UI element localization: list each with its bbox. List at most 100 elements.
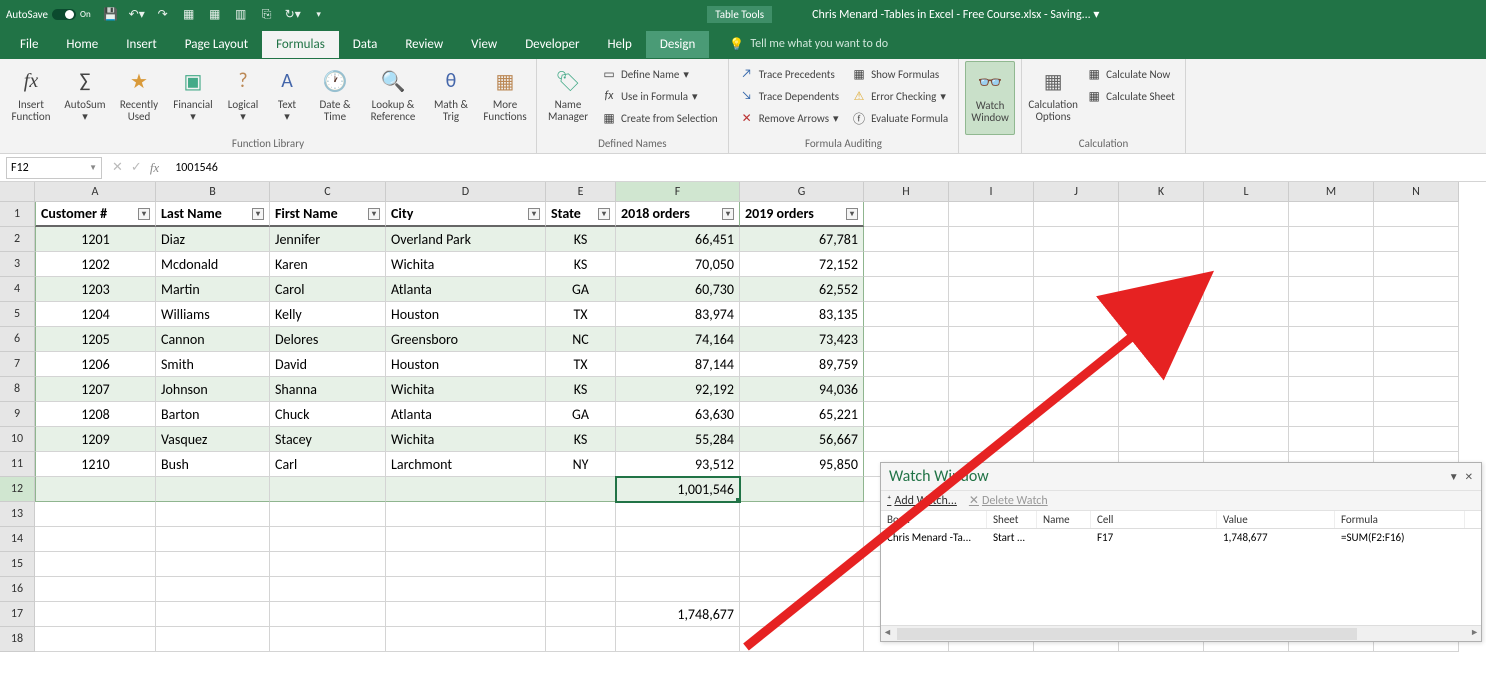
empty-cell[interactable]	[740, 627, 864, 652]
total-cell[interactable]	[386, 477, 546, 502]
tab-data[interactable]: Data	[339, 31, 392, 58]
empty-cell[interactable]	[949, 377, 1034, 402]
empty-cell[interactable]	[1034, 202, 1119, 227]
filter-dropdown-icon[interactable]: ▾	[252, 208, 264, 220]
table-cell[interactable]: Diaz	[156, 227, 270, 252]
empty-cell[interactable]	[1119, 252, 1204, 277]
col-header-D[interactable]: D	[386, 182, 546, 202]
row-header-5[interactable]: 5	[0, 302, 35, 327]
empty-cell[interactable]	[740, 527, 864, 552]
empty-cell[interactable]	[35, 552, 156, 577]
empty-cell[interactable]	[1119, 302, 1204, 327]
save-icon[interactable]: 💾	[103, 7, 119, 23]
table-cell[interactable]: KS	[546, 377, 616, 402]
table-cell[interactable]: Atlanta	[386, 402, 546, 427]
define-name-button[interactable]: ▭Define Name ▾	[597, 63, 722, 85]
empty-cell[interactable]	[1289, 202, 1374, 227]
table-cell[interactable]: 94,036	[740, 377, 864, 402]
empty-cell[interactable]	[864, 202, 949, 227]
row-header-11[interactable]: 11	[0, 452, 35, 477]
table-cell[interactable]: Chuck	[270, 402, 386, 427]
row-header-14[interactable]: 14	[0, 527, 35, 552]
empty-cell[interactable]	[864, 277, 949, 302]
table-cell[interactable]: 1208	[35, 402, 156, 427]
col-header-J[interactable]: J	[1034, 182, 1119, 202]
table-cell[interactable]: TX	[546, 352, 616, 377]
empty-cell[interactable]	[1374, 352, 1459, 377]
empty-cell[interactable]	[1289, 227, 1374, 252]
autosum-button[interactable]: ∑AutoSum▾	[60, 61, 110, 135]
tab-home[interactable]: Home	[52, 31, 112, 58]
empty-cell[interactable]	[546, 602, 616, 627]
table-cell[interactable]: Greensboro	[386, 327, 546, 352]
watch-window-button[interactable]: 👓Watch Window	[965, 61, 1015, 135]
watch-col-header[interactable]: Value	[1217, 511, 1335, 528]
empty-cell[interactable]	[949, 402, 1034, 427]
empty-cell[interactable]	[35, 502, 156, 527]
empty-cell[interactable]	[1204, 277, 1289, 302]
table-cell[interactable]: 92,192	[616, 377, 740, 402]
watch-window-panel[interactable]: Watch Window ▼✕ ⁺Add Watch... ✕Delete Wa…	[880, 462, 1482, 642]
empty-cell[interactable]	[386, 552, 546, 577]
empty-cell[interactable]	[1289, 402, 1374, 427]
table-cell[interactable]: 95,850	[740, 452, 864, 477]
empty-cell[interactable]	[1119, 202, 1204, 227]
empty-cell[interactable]	[949, 277, 1034, 302]
table-header[interactable]: 2019 orders▾	[740, 202, 864, 227]
empty-cell[interactable]	[546, 527, 616, 552]
row-header-1[interactable]: 1	[0, 202, 35, 227]
qat-icon[interactable]: ↻▾	[285, 7, 301, 23]
table-cell[interactable]: Wichita	[386, 252, 546, 277]
col-header-A[interactable]: A	[35, 182, 156, 202]
name-manager-button[interactable]: 🏷Name Manager	[543, 61, 593, 135]
autosave-toggle[interactable]: AutoSave On	[6, 8, 91, 21]
table-cell[interactable]: 1202	[35, 252, 156, 277]
empty-cell[interactable]	[1289, 352, 1374, 377]
table-cell[interactable]: 55,284	[616, 427, 740, 452]
table-cell[interactable]: 66,451	[616, 227, 740, 252]
table-cell[interactable]: 56,667	[740, 427, 864, 452]
empty-cell[interactable]	[1119, 277, 1204, 302]
empty-cell[interactable]	[1119, 427, 1204, 452]
watch-col-header[interactable]: Cell	[1091, 511, 1217, 528]
filter-dropdown-icon[interactable]: ▾	[598, 208, 610, 220]
table-cell[interactable]: 73,423	[740, 327, 864, 352]
row-header-4[interactable]: 4	[0, 277, 35, 302]
empty-cell[interactable]	[1374, 302, 1459, 327]
empty-cell[interactable]	[864, 377, 949, 402]
empty-cell[interactable]	[1034, 427, 1119, 452]
qat-icon[interactable]: ▥	[233, 7, 249, 23]
table-cell[interactable]: David	[270, 352, 386, 377]
table-header[interactable]: First Name▾	[270, 202, 386, 227]
empty-cell[interactable]	[864, 402, 949, 427]
table-cell[interactable]: NY	[546, 452, 616, 477]
col-header-K[interactable]: K	[1119, 182, 1204, 202]
empty-cell[interactable]	[1034, 252, 1119, 277]
empty-cell[interactable]	[546, 627, 616, 652]
table-cell[interactable]: Johnson	[156, 377, 270, 402]
table-cell[interactable]: Mcdonald	[156, 252, 270, 277]
watch-window-title-bar[interactable]: Watch Window ▼✕	[881, 463, 1481, 491]
table-cell[interactable]: Carol	[270, 277, 386, 302]
col-header-H[interactable]: H	[864, 182, 949, 202]
undo-icon[interactable]: ↶▾	[129, 7, 145, 23]
empty-cell[interactable]	[864, 302, 949, 327]
tab-view[interactable]: View	[457, 31, 511, 58]
empty-cell[interactable]	[1119, 377, 1204, 402]
row-header-10[interactable]: 10	[0, 427, 35, 452]
empty-cell[interactable]	[386, 502, 546, 527]
name-box[interactable]: F12▼	[6, 157, 102, 179]
col-header-F[interactable]: F	[616, 182, 740, 202]
empty-cell[interactable]	[1119, 402, 1204, 427]
empty-cell[interactable]	[156, 527, 270, 552]
empty-cell[interactable]	[616, 552, 740, 577]
use-in-formula-button[interactable]: fxUse in Formula ▾	[597, 85, 722, 107]
empty-cell[interactable]	[616, 527, 740, 552]
empty-cell[interactable]	[1289, 302, 1374, 327]
col-header-C[interactable]: C	[270, 182, 386, 202]
cancel-icon[interactable]: ✕	[112, 160, 123, 176]
empty-cell[interactable]	[616, 577, 740, 602]
empty-cell[interactable]	[1034, 302, 1119, 327]
empty-cell[interactable]	[1374, 227, 1459, 252]
qat-icon[interactable]: ▦	[181, 7, 197, 23]
